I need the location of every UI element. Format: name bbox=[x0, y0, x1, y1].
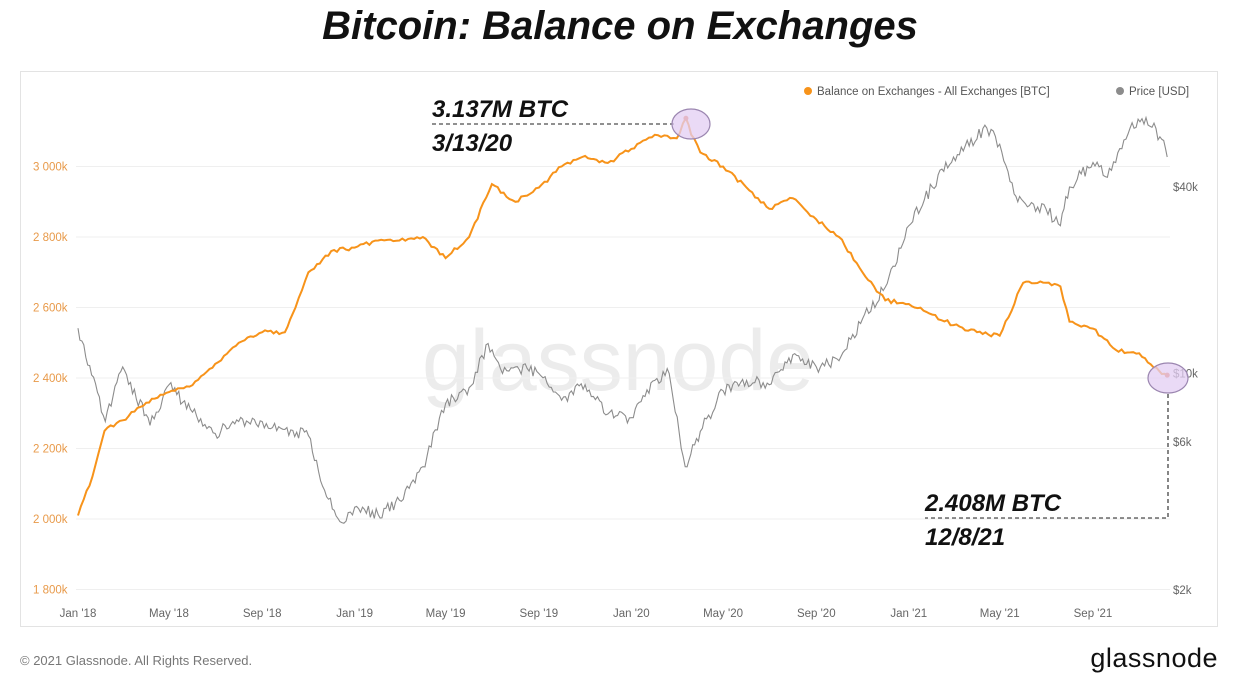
annotation-peak-date: 3/13/20 bbox=[432, 130, 513, 157]
x-tick-label: Sep '19 bbox=[520, 608, 559, 620]
footer-copyright: © 2021 Glassnode. All Rights Reserved. bbox=[20, 653, 253, 668]
y-left-tick-label: 2 000k bbox=[33, 514, 68, 526]
x-tick-label: Sep '21 bbox=[1074, 608, 1113, 620]
y-axis-left: 1 800k 2 000k 2 200k 2 400k 2 600k 2 800k 3 00… bbox=[33, 162, 68, 597]
series-balance-line bbox=[77, 115, 1168, 516]
y-left-tick-label: 2 600k bbox=[33, 303, 68, 315]
x-tick-label: May '18 bbox=[149, 608, 189, 620]
annotation-peak-value: 3.137M BTC bbox=[432, 96, 569, 123]
y-left-tick-label: 2 200k bbox=[33, 444, 68, 456]
y-right-tick-label: $2k bbox=[1173, 585, 1192, 597]
annotation-peak: 3.137M BTC 3/13/20 bbox=[432, 96, 711, 157]
legend: Balance on Exchanges - All Exchanges [BT… bbox=[804, 86, 1189, 98]
x-tick-label: Jan '21 bbox=[890, 608, 927, 620]
y-left-tick-label: 3 000k bbox=[33, 162, 68, 174]
y-left-tick-label: 1 800k bbox=[33, 585, 68, 597]
series-price-line bbox=[77, 115, 1168, 524]
legend-price-swatch bbox=[1116, 87, 1124, 95]
y-right-tick-label: $40k bbox=[1173, 182, 1198, 194]
y-left-tick-label: 2 400k bbox=[33, 373, 68, 385]
legend-balance-swatch bbox=[804, 87, 812, 95]
annotation-latest: 2.408M BTC 12/8/21 bbox=[924, 362, 1189, 551]
x-tick-label: May '19 bbox=[426, 608, 466, 620]
x-tick-label: Sep '20 bbox=[797, 608, 836, 620]
legend-price-label[interactable]: Price [USD] bbox=[1129, 86, 1189, 98]
y-left-tick-label: 2 800k bbox=[33, 232, 68, 244]
annotation-latest-marker bbox=[1147, 362, 1189, 394]
x-axis: Jan '18 May '18 Sep '18 Jan '19 May '19 Sep '… bbox=[60, 608, 1113, 620]
annotation-peak-marker bbox=[671, 108, 711, 140]
annotation-latest-value: 2.408M BTC bbox=[924, 490, 1062, 517]
footer-brand-logo: glassnode bbox=[1090, 643, 1218, 673]
x-tick-label: May '20 bbox=[703, 608, 743, 620]
annotation-latest-date: 12/8/21 bbox=[925, 524, 1005, 551]
x-tick-label: May '21 bbox=[980, 608, 1020, 620]
grid-lines bbox=[76, 166, 1170, 590]
x-tick-label: Jan '20 bbox=[613, 608, 650, 620]
chart-title: Bitcoin: Balance on Exchanges bbox=[322, 4, 918, 48]
watermark: glassnode bbox=[422, 313, 814, 409]
y-right-tick-label: $6k bbox=[1173, 437, 1192, 449]
chart-frame bbox=[20, 71, 1218, 627]
x-tick-label: Jan '18 bbox=[60, 608, 97, 620]
x-tick-label: Jan '19 bbox=[336, 608, 373, 620]
x-tick-label: Sep '18 bbox=[243, 608, 282, 620]
legend-balance-label[interactable]: Balance on Exchanges - All Exchanges [BT… bbox=[817, 86, 1050, 98]
